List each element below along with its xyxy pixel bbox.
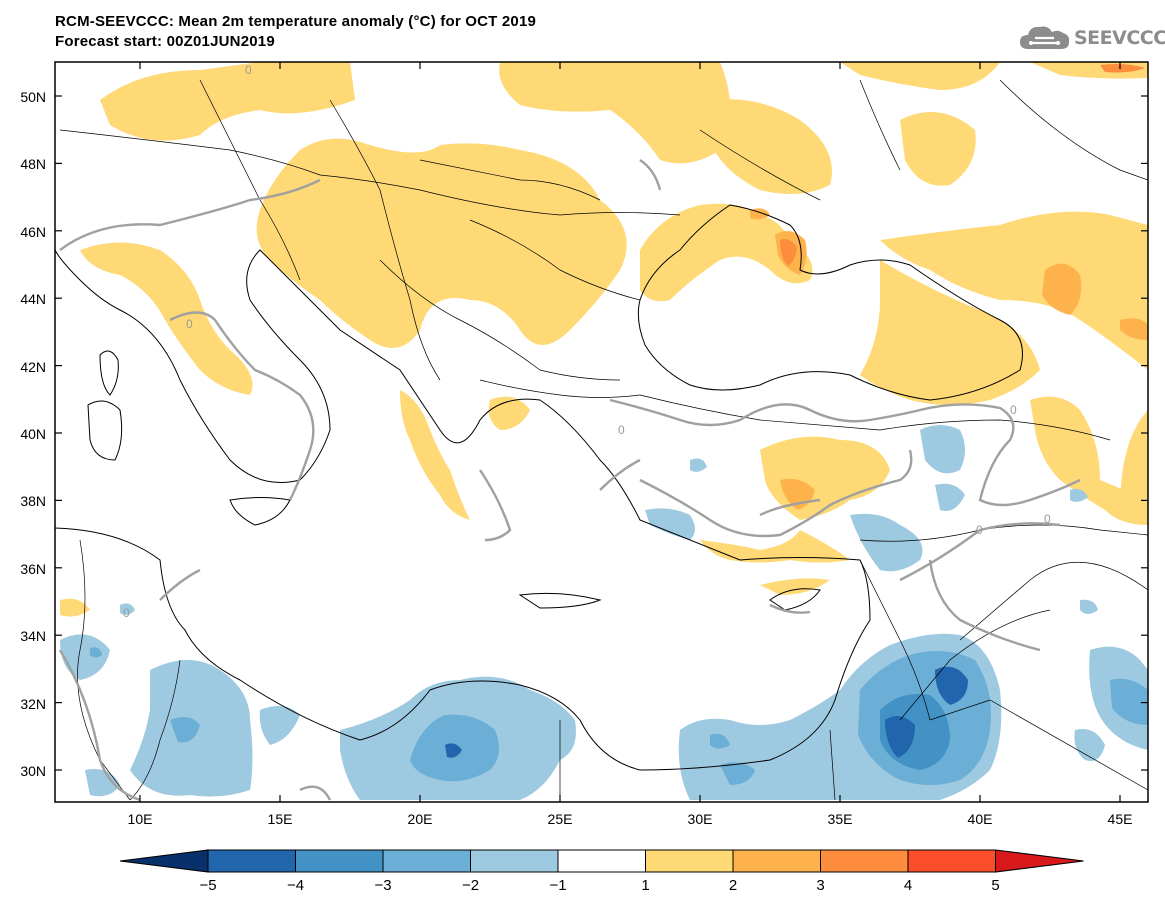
- lon-tick-label: 15E: [268, 811, 293, 827]
- lat-tick-label: 46N: [20, 224, 46, 240]
- lon-tick-label: 40E: [968, 811, 993, 827]
- lat-tick-label: 50N: [20, 89, 46, 105]
- colorbar-min-arrow: [119, 849, 209, 873]
- anomaly-map: 0 0 0 0 0 0 0 50N 48N 46N 44N 42N 40N 38…: [20, 61, 1149, 827]
- latitude-axis: 50N 48N 46N 44N 42N 40N 38N 36N 34N 32N …: [20, 89, 46, 779]
- colorbar-label: 3: [816, 877, 824, 894]
- colorbar-cell: [645, 849, 734, 873]
- lat-tick-label: 42N: [20, 359, 46, 375]
- colorbar-label: −2: [462, 877, 479, 894]
- lon-tick-label: 20E: [408, 811, 433, 827]
- colorbar-cell: [820, 849, 909, 873]
- seevccc-logo: SEEVCCC: [1018, 22, 1165, 54]
- title-line-1: RCM-SEEVCCC: Mean 2m temperature anomaly…: [55, 13, 537, 30]
- lon-tick-label: 35E: [828, 811, 853, 827]
- country-borders: [59, 79, 1148, 801]
- colorbar-label: 2: [729, 877, 737, 894]
- lon-tick-label: 10E: [128, 811, 153, 827]
- coldest-anomaly-fill: [445, 666, 968, 770]
- colorbar-label: −5: [199, 877, 216, 894]
- map-frame: [54, 61, 1149, 803]
- lat-tick-label: 48N: [20, 156, 46, 172]
- colorbar-label: −4: [287, 877, 304, 894]
- colorbar-cell: [470, 849, 559, 873]
- lon-tick-label: 30E: [688, 811, 713, 827]
- title-line-2: Forecast start: 00Z01JUN2019: [55, 33, 275, 50]
- colorbar-label: −1: [549, 877, 566, 894]
- lon-tick-label: 45E: [1108, 811, 1133, 827]
- contour-label-2: 0: [186, 317, 193, 331]
- lat-tick-label: 34N: [20, 628, 46, 644]
- axis-ticks: [55, 62, 1148, 802]
- lon-tick-label: 25E: [548, 811, 573, 827]
- colorbar-cell: [557, 849, 646, 873]
- contour-label-7: 0: [123, 606, 130, 620]
- chart-title: RCM-SEEVCCC: Mean 2m temperature anomaly…: [55, 12, 536, 52]
- longitude-axis: 10E 15E 20E 25E 30E 35E 40E 45E: [128, 811, 1133, 827]
- cloud-icon: [1020, 26, 1070, 49]
- colorbar-label: −3: [374, 877, 391, 894]
- contour-labels: 0 0 0 0 0 0 0: [123, 63, 1051, 620]
- colorbar-max-arrow: [995, 849, 1084, 873]
- colorbar-cell: [295, 849, 384, 873]
- contour-label-4: 0: [1010, 403, 1017, 417]
- lat-tick-label: 44N: [20, 291, 46, 307]
- warm-anomaly-fill: [60, 62, 1148, 617]
- colorbar-cell: [382, 849, 471, 873]
- contour-label-1: 0: [245, 63, 252, 77]
- colorbar: −5 −4 −3 −2 −1 1 2 3 4 5: [119, 849, 1084, 894]
- colorbar-cell: [207, 849, 296, 873]
- contour-label-6: 0: [1044, 512, 1051, 526]
- hot-anomaly-fill: [780, 64, 1145, 266]
- coastlines: [55, 204, 1023, 771]
- lat-tick-label: 36N: [20, 561, 46, 577]
- colorbar-label: 5: [991, 877, 999, 894]
- contour-label-5: 0: [976, 523, 983, 537]
- lat-tick-label: 32N: [20, 696, 46, 712]
- logo-text: SEEVCCC: [1074, 27, 1165, 49]
- colorbar-label: 1: [641, 877, 649, 894]
- zero-contour: [58, 159, 1081, 802]
- colorbar-label: 4: [904, 877, 912, 894]
- lat-tick-label: 40N: [20, 426, 46, 442]
- colorbar-cell: [732, 849, 821, 873]
- lat-tick-label: 38N: [20, 493, 46, 509]
- lat-tick-label: 30N: [20, 763, 46, 779]
- colorbar-cell: [907, 849, 996, 873]
- contour-label-3: 0: [618, 423, 625, 437]
